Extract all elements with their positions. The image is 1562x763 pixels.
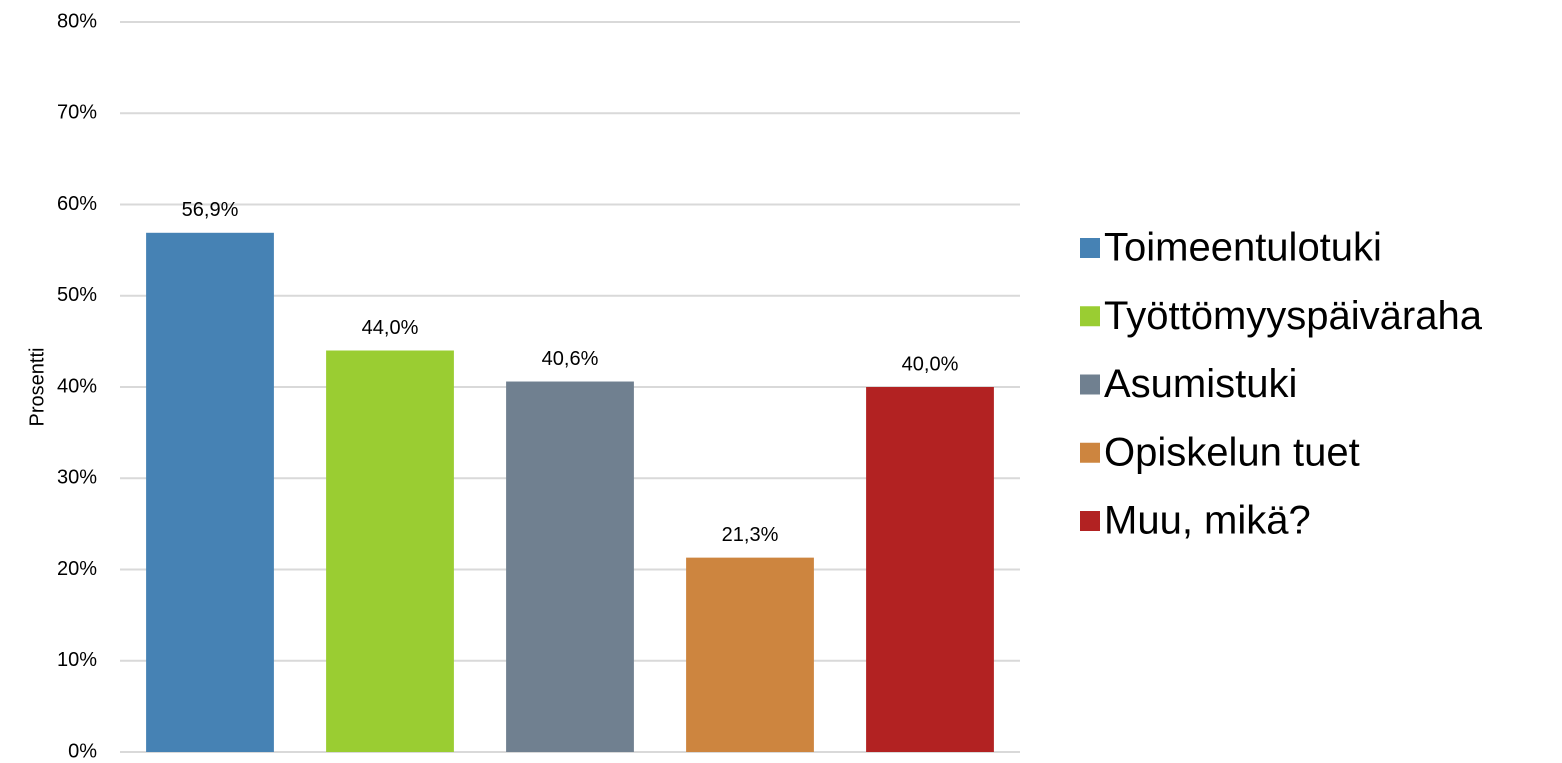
y-tick-label: 80% <box>57 10 97 32</box>
legend-label: Työttömyyspäiväraha <box>1104 294 1483 338</box>
y-tick-label: 70% <box>57 102 97 124</box>
data-label: 40,6% <box>542 348 599 370</box>
legend-swatch <box>1080 238 1100 258</box>
legend-label: Toimeentulotuki <box>1104 226 1382 270</box>
legend-label: Muu, mikä? <box>1104 499 1311 543</box>
legend-swatch <box>1080 306 1100 327</box>
y-tick-label: 20% <box>57 558 97 580</box>
bar <box>686 557 814 752</box>
data-label: 44,0% <box>362 317 419 339</box>
y-tick-label: 60% <box>57 193 97 215</box>
y-tick-label: 0% <box>68 740 97 762</box>
y-tick-label: 10% <box>57 649 97 671</box>
legend-swatch <box>1080 442 1100 463</box>
bar <box>326 350 454 752</box>
legend-label: Asumistuki <box>1104 362 1297 406</box>
y-tick-label: 30% <box>57 467 97 489</box>
data-label: 40,0% <box>902 353 959 375</box>
y-tick-label: 40% <box>57 375 97 397</box>
bar <box>506 381 634 752</box>
bar <box>866 387 994 752</box>
y-tick-label: 50% <box>57 284 97 306</box>
data-label: 21,3% <box>722 524 779 546</box>
legend-swatch <box>1080 511 1100 531</box>
bar <box>146 232 274 753</box>
data-label: 56,9% <box>182 199 239 221</box>
legend-swatch <box>1080 374 1100 395</box>
legend-label: Opiskelun tuet <box>1104 430 1360 474</box>
y-axis-label: Prosentti <box>26 348 48 427</box>
